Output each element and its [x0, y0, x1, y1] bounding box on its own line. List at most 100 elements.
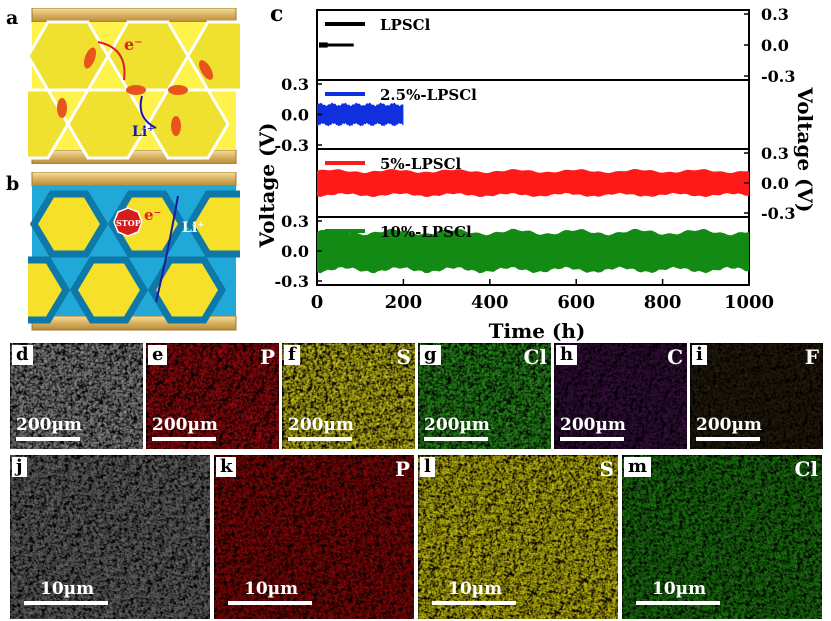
eds-tile-h: h C 200µm [554, 343, 687, 449]
element-label: C [667, 345, 683, 369]
series-lpscl-trace [319, 42, 328, 48]
y-tick-label: -0.3 [275, 272, 309, 291]
series-trace-2 [317, 102, 404, 127]
micrograph-texture [418, 455, 618, 619]
micrograph-texture [282, 343, 415, 449]
scale-bar-label: 200µm [152, 415, 218, 435]
panel-label-f: f [284, 345, 300, 365]
scale-bar [24, 601, 108, 605]
schematic-b-svg: STOP e⁻ Li⁺ [0, 171, 265, 331]
lithium-label-a: Li⁺ [132, 124, 155, 140]
legend-label-3: 5%-LPSCl [380, 155, 462, 173]
x-tick-label: 1000 [724, 292, 774, 313]
stop-sign-text: STOP [116, 218, 141, 228]
panel-label-a: a [2, 8, 23, 28]
eds-tile-j: j 10µm [10, 455, 210, 619]
panel-label-g: g [420, 345, 441, 365]
element-label: S [599, 457, 614, 481]
element-label: Cl [794, 457, 818, 481]
micrograph-texture [214, 455, 414, 619]
micrograph-texture [690, 343, 823, 449]
legend-label-2: 2.5%-LPSCl [380, 86, 477, 104]
eds-tile-e: e P 200µm [146, 343, 279, 449]
eds-tile-f: f S 200µm [282, 343, 415, 449]
element-label: S [396, 345, 411, 369]
eds-tile-d: d 200µm [10, 343, 143, 449]
micrograph-texture [622, 455, 822, 619]
y-tick-label: -0.3 [761, 204, 795, 223]
x-tick-label: 200 [385, 292, 423, 313]
chart-panels [316, 9, 750, 286]
eds-tile-g: g Cl 200µm [418, 343, 551, 449]
scale-bar [228, 601, 312, 605]
eds-tile-i: i F 200µm [690, 343, 823, 449]
scale-bar [16, 437, 80, 441]
electron-label-b: e⁻ [144, 206, 161, 224]
series-trace-4 [317, 228, 749, 274]
panel-label-j: j [12, 457, 27, 477]
scale-bar-label: 10µm [40, 579, 95, 599]
y-tick-label: 0.0 [281, 106, 309, 125]
panel-label-k: k [216, 457, 237, 477]
voltage-time-chart: LPSCl 2.5%-LPSCl 5%-LPSCl 10%-LPSCl 0.3 0.0 -… [255, 5, 817, 343]
y-tick-label: 0.0 [761, 36, 789, 55]
panel-label-b: b [2, 174, 24, 194]
panel-label-c: c [266, 3, 288, 25]
chart-frame [316, 9, 750, 286]
scale-bar-label: 10µm [448, 579, 503, 599]
scale-bar [560, 437, 624, 441]
x-axis-label: Time (h) [489, 319, 586, 343]
scale-bar [152, 437, 216, 441]
electron-label-a: e⁻ [124, 35, 143, 54]
schematic-a: e⁻ Li⁺ a [0, 7, 270, 165]
scale-bar-label: 200µm [16, 415, 82, 435]
panel-label-l: l [420, 457, 435, 477]
micrograph-texture [10, 455, 210, 619]
x-tick-label: 400 [471, 292, 509, 313]
scale-bar [696, 437, 760, 441]
y-tick-label: 0.0 [281, 242, 309, 261]
y-tick-label: -0.3 [275, 136, 309, 155]
eds-tile-l: l S 10µm [418, 455, 618, 619]
chart-legend: LPSCl 2.5%-LPSCl 5%-LPSCl 10%-LPSCl [325, 16, 477, 241]
scale-bar-label: 200µm [288, 415, 354, 435]
scale-bar-label: 10µm [652, 579, 707, 599]
x-tick-label: 800 [644, 292, 682, 313]
scale-bar-label: 200µm [696, 415, 762, 435]
x-tick-label: 0 [311, 292, 324, 313]
y-tick-label: -0.3 [761, 67, 795, 86]
scale-bar-label: 200µm [560, 415, 626, 435]
y-axis-label-right: Voltage (V) [793, 87, 817, 213]
scale-bar-label: 10µm [244, 579, 299, 599]
y-tick-label: 0.3 [761, 5, 789, 24]
legend-label-1: LPSCl [380, 16, 431, 34]
x-tick-label: 600 [557, 292, 595, 313]
series-trace-3 [317, 169, 749, 198]
y-axis-label-left: Voltage (V) [255, 123, 279, 249]
y-tick-label: 0.3 [761, 144, 789, 163]
eds-tile-m: m Cl 10µm [622, 455, 822, 619]
lithium-label-b: Li⁺ [182, 220, 205, 236]
legend-label-4: 10%-LPSCl [380, 223, 472, 241]
element-label: Cl [523, 345, 547, 369]
element-label: P [259, 345, 275, 369]
panel-label-m: m [624, 457, 652, 477]
panel-label-i: i [692, 345, 707, 365]
element-label: F [804, 345, 819, 369]
scale-bar [636, 601, 720, 605]
scale-bar [424, 437, 488, 441]
y-tick-label: 0.3 [281, 212, 309, 231]
scale-bar [432, 601, 516, 605]
chart-ticks: 0.3 0.0 -0.3 0.3 0.0 -0.3 0.3 0.0 -0.3 0.3 0.0 -0.3… [275, 5, 796, 313]
eds-tile-k: k P 10µm [214, 455, 414, 619]
schematic-b: STOP e⁻ Li⁺ b [0, 171, 265, 332]
panel-label-d: d [12, 345, 33, 365]
scale-bar [288, 437, 352, 441]
y-tick-label: 0.3 [281, 75, 309, 94]
element-label: P [394, 457, 410, 481]
micrograph-texture [146, 343, 279, 449]
panel-label-h: h [556, 345, 578, 365]
panel-label-e: e [148, 345, 168, 365]
y-tick-label: 0.0 [761, 174, 789, 193]
scale-bar-label: 200µm [424, 415, 490, 435]
